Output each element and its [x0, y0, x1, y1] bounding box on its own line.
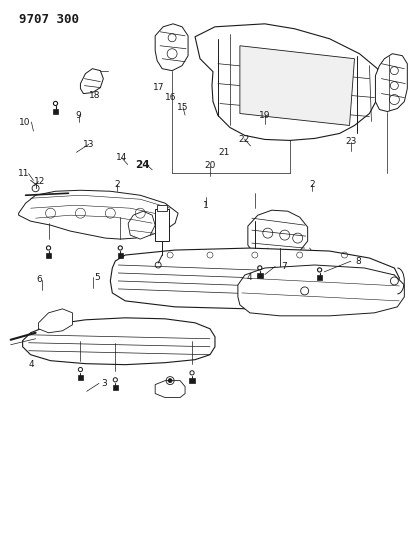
- Text: 13: 13: [83, 140, 95, 149]
- Text: 2: 2: [309, 180, 315, 189]
- Bar: [78, 375, 83, 380]
- Polygon shape: [39, 309, 72, 333]
- Bar: [157, 205, 167, 211]
- Circle shape: [168, 378, 172, 383]
- Text: 9707 300: 9707 300: [18, 13, 79, 26]
- Text: 3: 3: [101, 379, 107, 388]
- Text: 14: 14: [116, 153, 127, 162]
- Text: 2: 2: [115, 180, 120, 189]
- Text: 8: 8: [355, 257, 361, 265]
- Bar: [46, 253, 51, 259]
- Polygon shape: [128, 211, 155, 239]
- Text: 16: 16: [165, 93, 176, 102]
- Bar: [113, 385, 118, 390]
- Polygon shape: [375, 54, 407, 111]
- Text: 7: 7: [281, 262, 287, 271]
- Bar: [53, 109, 58, 114]
- Text: 10: 10: [19, 117, 30, 126]
- Text: 12: 12: [34, 177, 45, 186]
- Text: 18: 18: [89, 91, 101, 100]
- Text: 23: 23: [345, 137, 357, 146]
- Polygon shape: [155, 24, 188, 71]
- Text: 6: 6: [37, 275, 42, 284]
- Text: 5: 5: [94, 272, 100, 281]
- Text: 22: 22: [239, 134, 250, 143]
- Text: 4: 4: [29, 360, 34, 369]
- Polygon shape: [238, 265, 404, 316]
- Polygon shape: [240, 46, 355, 125]
- Polygon shape: [23, 318, 215, 365]
- Bar: [317, 275, 322, 280]
- Polygon shape: [248, 210, 308, 258]
- Text: 24: 24: [135, 159, 149, 169]
- Polygon shape: [195, 24, 379, 140]
- Text: 15: 15: [177, 103, 189, 111]
- Bar: [118, 253, 123, 259]
- Polygon shape: [110, 248, 399, 309]
- Text: 9: 9: [76, 111, 81, 119]
- Polygon shape: [81, 69, 103, 94]
- Text: 1: 1: [203, 201, 208, 210]
- Text: 11: 11: [18, 169, 29, 178]
- Polygon shape: [18, 190, 178, 239]
- Bar: [189, 377, 195, 383]
- Polygon shape: [155, 381, 185, 398]
- Text: 4: 4: [247, 272, 252, 281]
- Text: 21: 21: [218, 148, 230, 157]
- Text: 20: 20: [204, 161, 215, 170]
- Bar: [155, 209, 169, 241]
- Bar: [257, 273, 263, 278]
- Text: 17: 17: [152, 83, 164, 92]
- Text: 19: 19: [259, 111, 271, 119]
